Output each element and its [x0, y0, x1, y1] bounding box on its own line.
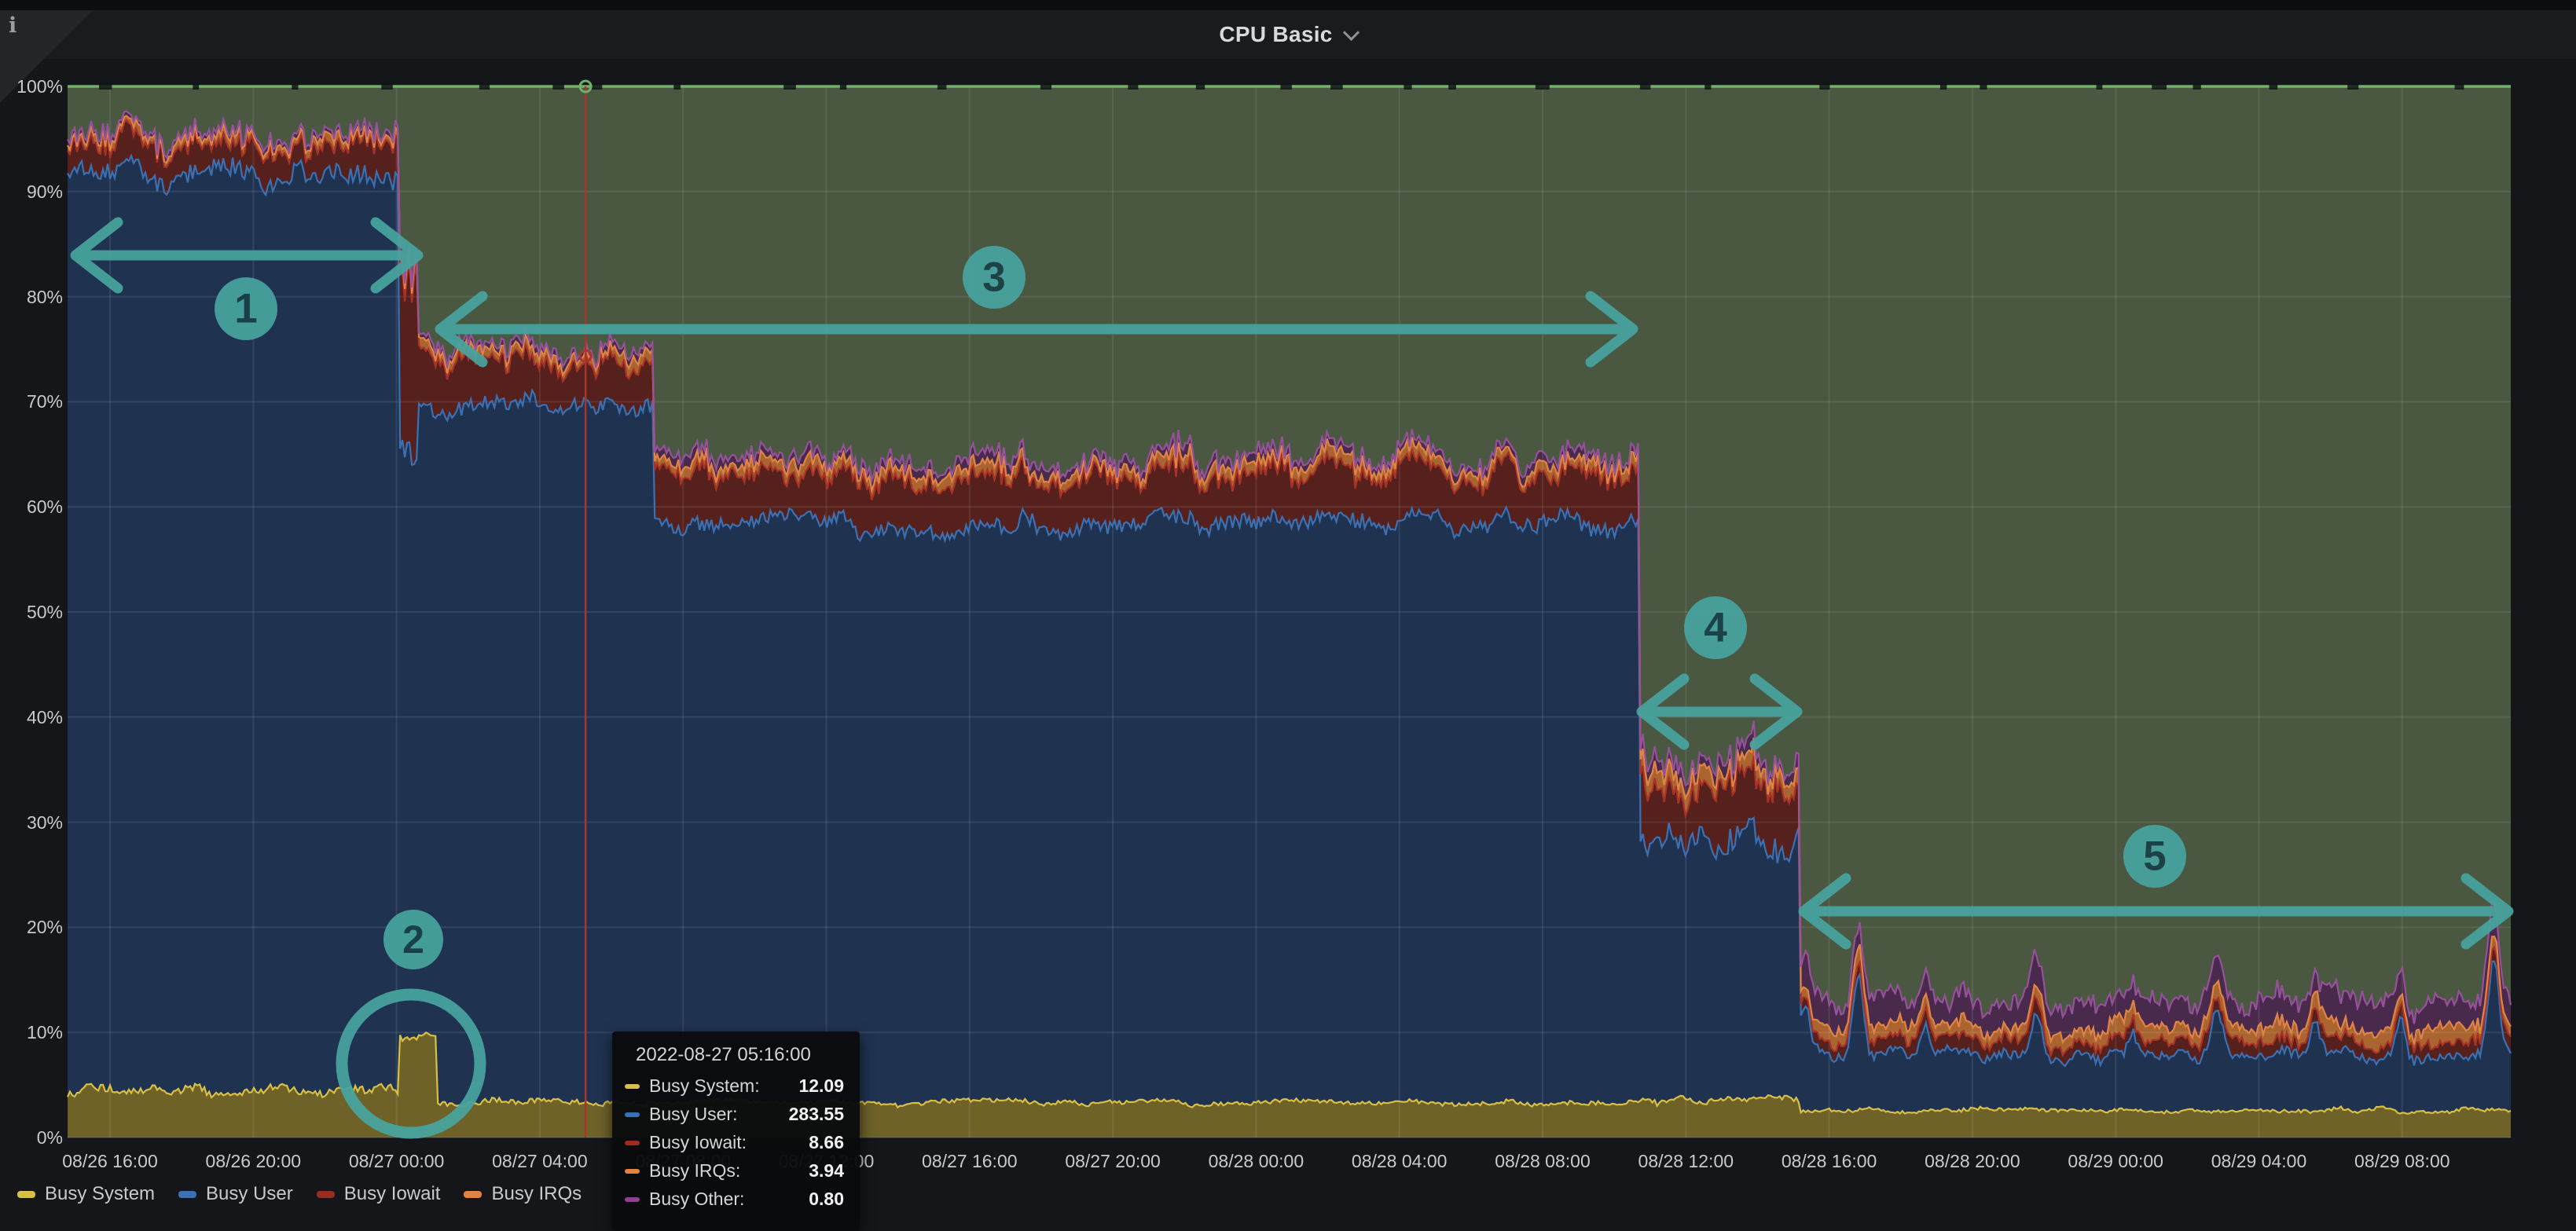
annotation-badge	[215, 277, 277, 340]
y-axis-label: 0%	[36, 1127, 63, 1148]
x-axis-label: 08/27 16:00	[922, 1151, 1018, 1171]
tooltip-row: Busy Other: 0.80	[625, 1189, 844, 1210]
annotation-number: 3	[982, 255, 1005, 301]
annotation-arrowhead-left	[435, 291, 488, 368]
x-axis-label: 08/26 20:00	[205, 1151, 302, 1171]
tooltip-series-label: Busy System:	[649, 1075, 760, 1096]
y-axis-label: 50%	[26, 602, 63, 622]
x-axis-label: 08/27 00:00	[348, 1151, 445, 1171]
busy-system-line	[66, 1031, 2512, 1116]
crosshair-marker	[578, 349, 593, 363]
y-axis-label: 80%	[26, 286, 63, 307]
annotation-number: 2	[402, 918, 424, 962]
x-axis-label: 08/28 20:00	[1925, 1151, 2020, 1171]
busy-other-line	[67, 110, 2512, 1024]
annotation-badge	[963, 246, 1026, 309]
series-color-dash	[625, 1140, 640, 1145]
legend-label: Busy User	[206, 1183, 293, 1204]
annotation-arrowhead-right	[1585, 291, 1638, 368]
x-axis-label: 08/28 12:00	[1638, 1151, 1734, 1171]
series-color-dash	[625, 1083, 640, 1089]
panel-title: CPU Basic	[1219, 22, 1333, 46]
annotation-arrowhead-left	[1798, 873, 1851, 950]
annotation-number: 4	[1704, 605, 1727, 651]
legend-label: Busy IRQs	[491, 1183, 582, 1204]
legend-item-busy-user[interactable]: Busy User	[178, 1183, 293, 1205]
annotation-arrowhead-right	[370, 217, 424, 294]
page-top-strip	[0, 0, 2576, 10]
y-axis-label: 90%	[26, 181, 63, 202]
tooltip-series-label: Busy User:	[649, 1104, 738, 1124]
tooltip-row: Busy Iowait: 8.66	[625, 1132, 844, 1153]
chart-legend: Busy System Busy User Busy Iowait Busy IRQs	[17, 1183, 582, 1205]
x-axis-label: 08/27 04:00	[492, 1151, 588, 1171]
info-icon: i	[9, 13, 17, 38]
annotations-layer: 1 2 3 4 5	[70, 217, 2514, 1139]
tooltip-series-value: 0.80	[809, 1189, 844, 1209]
annotation-number: 1	[234, 286, 257, 332]
legend-swatch	[316, 1190, 335, 1198]
busy-user-area	[68, 156, 2511, 1138]
idle-area	[68, 86, 2511, 1024]
x-axis-label: 08/26 16:00	[62, 1151, 158, 1171]
crosshair-marker	[578, 79, 593, 93]
tooltip-timestamp: 2022-08-27 05:16:00	[636, 1044, 811, 1065]
legend-item-busy-iowait[interactable]: Busy Iowait	[316, 1183, 441, 1205]
x-axis-label: 08/28 08:00	[1495, 1151, 1591, 1171]
x-axis-label: 08/27 20:00	[1065, 1151, 1161, 1171]
tooltip-series-label: Busy IRQs:	[649, 1160, 741, 1181]
legend-item-busy-system[interactable]: Busy System	[17, 1183, 155, 1205]
tooltip-series-label: Busy Other:	[649, 1189, 745, 1209]
panel-header[interactable]: CPU Basic	[0, 10, 2576, 59]
legend-swatch	[17, 1190, 35, 1198]
tooltip-row: Busy System: 12.09	[625, 1075, 844, 1097]
series-color-dash	[625, 1196, 640, 1202]
y-axis-label: 30%	[26, 812, 63, 833]
legend-swatch	[178, 1190, 197, 1198]
tooltip-series-value: 283.55	[788, 1104, 844, 1124]
annotation-number: 5	[2143, 833, 2166, 880]
busy-user-line	[67, 153, 2512, 1068]
annotation-arrowhead-left	[1636, 673, 1690, 750]
y-axis-label: 70%	[26, 391, 63, 412]
tooltip-row: Busy User: 283.55	[625, 1104, 844, 1125]
legend-label: Busy System	[45, 1183, 156, 1204]
tooltip-series-value: 8.66	[809, 1132, 844, 1152]
y-axis-label: 100%	[17, 76, 63, 97]
tooltip-series-value: 3.94	[809, 1160, 844, 1181]
y-axis-label: 40%	[26, 706, 63, 727]
annotation-arrowhead-right	[1749, 673, 1803, 750]
legend-item-busy-irqs[interactable]: Busy IRQs	[464, 1183, 582, 1205]
annotation-arrowhead-right	[2460, 873, 2514, 950]
x-axis-label: 08/29 00:00	[2068, 1151, 2163, 1171]
series-color-dash	[625, 1168, 640, 1174]
x-axis-label: 08/28 16:00	[1781, 1151, 1877, 1171]
idle-top-line-gaps	[99, 83, 2464, 90]
y-axis-label: 20%	[26, 917, 63, 938]
annotation-badge	[383, 910, 443, 969]
tooltip-series-value: 12.09	[798, 1075, 844, 1096]
legend-label: Busy Iowait	[343, 1183, 441, 1204]
tooltip-series-label: Busy Iowait:	[649, 1132, 747, 1152]
x-axis-label: 08/29 08:00	[2354, 1151, 2450, 1171]
y-axis-label: 60%	[26, 496, 63, 518]
tooltip-row: Busy IRQs: 3.94	[625, 1160, 844, 1182]
annotation-arrowhead-left	[70, 217, 123, 294]
x-axis-label: 08/29 04:00	[2211, 1151, 2307, 1171]
y-axis-label: 10%	[26, 1022, 63, 1043]
x-axis-label: 08/28 04:00	[1351, 1151, 1448, 1171]
series-color-dash	[625, 1112, 640, 1117]
annotation-badge	[1684, 596, 1747, 659]
annotation-highlight-circle	[336, 988, 486, 1139]
chart-tooltip: 2022-08-27 05:16:00 Busy System: 12.09 Bus…	[612, 1031, 860, 1231]
annotation-badge	[2123, 825, 2186, 888]
legend-swatch	[464, 1190, 483, 1198]
x-axis-label: 08/28 00:00	[1208, 1151, 1305, 1171]
